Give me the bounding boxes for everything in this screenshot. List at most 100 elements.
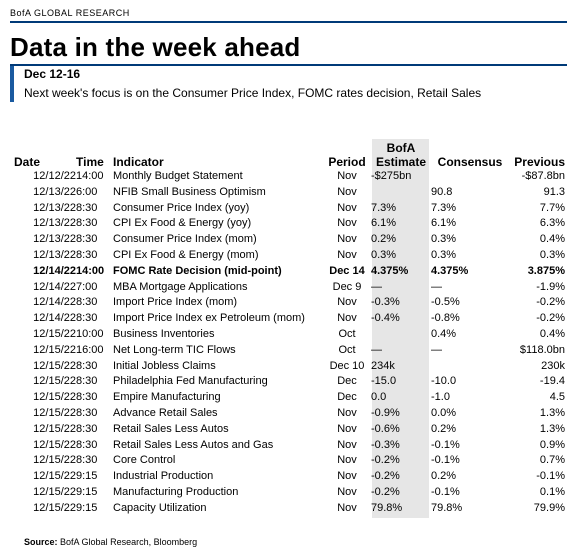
header-estimate: BofA Estimate bbox=[371, 139, 431, 169]
table-row: 12/13/22 8:30 CPI Ex Food & Energy (yoy) No… bbox=[14, 216, 565, 232]
cell-time: 8:30 bbox=[76, 454, 98, 467]
table-row: 12/12/22 14:00 Monthly Budget Statement Nov… bbox=[14, 169, 565, 185]
cell-consensus: -1.0 bbox=[431, 391, 450, 404]
cell-indicator: Advance Retail Sales bbox=[113, 406, 218, 419]
cell-time: 8:30 bbox=[76, 391, 98, 404]
header-estimate-line1: BofA bbox=[386, 141, 416, 155]
cell-previous: -0.1% bbox=[536, 470, 565, 483]
cell-period: Dec bbox=[337, 375, 357, 388]
cell-estimate bbox=[371, 327, 431, 343]
cell-period: Dec 14 bbox=[329, 264, 365, 277]
cell-time: 14:00 bbox=[76, 264, 105, 277]
cell-indicator: Monthly Budget Statement bbox=[113, 170, 243, 182]
cell-period: Nov bbox=[337, 470, 357, 483]
title-divider bbox=[10, 64, 567, 66]
cell-previous: 1.3% bbox=[539, 406, 565, 419]
cell-indicator: Import Price Index ex Petroleum (mom) bbox=[113, 312, 305, 325]
cell-date: 12/15/22 bbox=[33, 501, 76, 514]
cell-period: Nov bbox=[337, 501, 357, 514]
cell-indicator: CPI Ex Food & Energy (mom) bbox=[113, 248, 259, 261]
cell-previous: $118.0bn bbox=[519, 343, 565, 356]
cell-previous: -0.2% bbox=[536, 296, 565, 309]
cell-consensus: -0.1% bbox=[431, 438, 460, 451]
cell-previous: 0.9% bbox=[539, 438, 565, 451]
cell-date: 12/15/22 bbox=[33, 343, 76, 356]
cell-date: 12/15/22 bbox=[33, 454, 76, 467]
cell-indicator: CPI Ex Food & Energy (yoy) bbox=[113, 217, 252, 230]
cell-consensus: 6.1% bbox=[431, 217, 457, 230]
cell-indicator: Manufacturing Production bbox=[113, 485, 239, 498]
cell-estimate: -0.2% bbox=[371, 485, 400, 498]
cell-period: Dec bbox=[337, 391, 357, 404]
cell-previous: 230k bbox=[541, 359, 565, 372]
cell-previous: -0.2% bbox=[536, 312, 565, 325]
header-consensus: Consensus bbox=[437, 155, 503, 169]
cell-consensus: -0.8% bbox=[431, 312, 460, 325]
brand-header: BofA GLOBAL RESEARCH bbox=[10, 8, 567, 23]
table-row: 12/14/22 7:00 MBA Mortgage Applications Dec… bbox=[14, 280, 565, 296]
cell-period: Nov bbox=[337, 170, 357, 182]
cell-period: Nov bbox=[337, 201, 357, 214]
cell-previous: 0.1% bbox=[539, 485, 565, 498]
cell-date: 12/15/22 bbox=[33, 422, 76, 435]
subhead-accent-bar bbox=[10, 66, 14, 102]
cell-date: 12/14/22 bbox=[33, 280, 76, 293]
cell-indicator: Philadelphia Fed Manufacturing bbox=[113, 375, 268, 388]
table-row: 12/15/22 8:30 Philadelphia Fed Manufacturi… bbox=[14, 374, 565, 390]
cell-consensus: -0.1% bbox=[431, 454, 460, 467]
cell-period: Nov bbox=[337, 454, 357, 467]
cell-indicator: Retail Sales Less Autos and Gas bbox=[113, 438, 274, 451]
cell-previous: 0.4% bbox=[539, 233, 565, 246]
cell-indicator: Consumer Price Index (mom) bbox=[113, 233, 257, 246]
cell-time: 8:30 bbox=[76, 422, 98, 435]
cell-indicator: Empire Manufacturing bbox=[113, 391, 221, 404]
cell-time: 8:30 bbox=[76, 312, 98, 325]
cell-estimate bbox=[371, 185, 431, 201]
cell-period: Nov bbox=[337, 406, 357, 419]
cell-time: 8:30 bbox=[76, 438, 98, 451]
cell-date: 12/15/22 bbox=[33, 391, 76, 404]
cell-consensus: 0.0% bbox=[431, 406, 457, 419]
cell-period: Nov bbox=[337, 312, 357, 325]
cell-estimate: -15.0 bbox=[371, 375, 397, 388]
cell-previous: 3.875% bbox=[527, 264, 565, 277]
source-text: BofA Global Research, Bloomberg bbox=[60, 537, 198, 547]
cell-estimate: 4.375% bbox=[371, 264, 409, 277]
table-row: 12/13/22 8:30 CPI Ex Food & Energy (mom) No… bbox=[14, 248, 565, 264]
cell-consensus bbox=[431, 169, 509, 185]
cell-estimate: 6.1% bbox=[371, 217, 397, 230]
cell-consensus: 0.3% bbox=[431, 233, 457, 246]
cell-date: 12/15/22 bbox=[33, 359, 76, 372]
cell-time: 14:00 bbox=[76, 170, 104, 182]
cell-period: Oct bbox=[338, 343, 356, 356]
cell-estimate: 234k bbox=[371, 359, 395, 372]
cell-consensus: — bbox=[431, 280, 442, 293]
table-row: 12/15/22 8:30 Initial Jobless Claims Dec 10… bbox=[14, 359, 565, 375]
cell-time: 8:30 bbox=[76, 406, 98, 419]
cell-estimate: 0.2% bbox=[371, 233, 397, 246]
cell-period: Nov bbox=[337, 185, 357, 198]
cell-date: 12/13/22 bbox=[33, 248, 76, 261]
cell-date: 12/14/22 bbox=[33, 264, 76, 277]
table-row: 12/15/22 8:30 Retail Sales Less Autos and … bbox=[14, 438, 565, 454]
cell-indicator: Core Control bbox=[113, 454, 176, 467]
cell-indicator: Net Long-term TIC Flows bbox=[113, 343, 236, 356]
cell-previous: 7.7% bbox=[539, 201, 565, 214]
cell-consensus: 90.8 bbox=[431, 185, 453, 198]
cell-date: 12/13/22 bbox=[33, 185, 76, 198]
cell-date: 12/14/22 bbox=[33, 312, 76, 325]
cell-previous: 91.3 bbox=[543, 185, 565, 198]
cell-indicator: MBA Mortgage Applications bbox=[113, 280, 248, 293]
cell-indicator: FOMC Rate Decision (mid-point) bbox=[113, 264, 282, 277]
cell-period: Nov bbox=[337, 485, 357, 498]
cell-indicator: Capacity Utilization bbox=[113, 501, 207, 514]
table-row: 12/13/22 6:00 NFIB Small Business Optimism… bbox=[14, 185, 565, 201]
table-row: 12/15/22 9:15 Capacity Utilization Nov 79.8%… bbox=[14, 501, 565, 517]
cell-time: 16:00 bbox=[76, 343, 104, 356]
cell-consensus bbox=[431, 359, 509, 375]
cell-consensus: 4.375% bbox=[431, 264, 469, 277]
cell-estimate: — bbox=[371, 343, 382, 356]
cell-indicator: Consumer Price Index (yoy) bbox=[113, 201, 250, 214]
table-row: 12/15/22 10:00 Business Inventories Oct 0.4%… bbox=[14, 327, 565, 343]
cell-period: Nov bbox=[337, 233, 357, 246]
